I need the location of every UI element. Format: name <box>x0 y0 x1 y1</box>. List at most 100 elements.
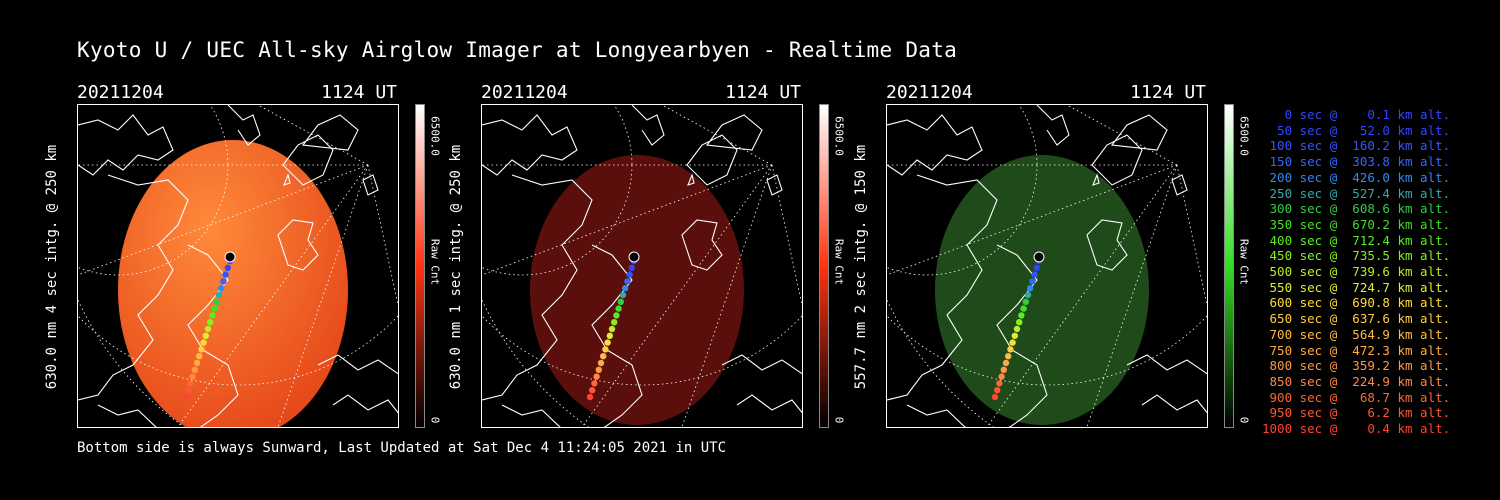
panel-ylabel: 630.0 nm 4 sec intg. @ 250 km <box>37 106 67 428</box>
colorbar-min-text: 0 <box>1237 416 1251 424</box>
trajectory-point <box>215 291 223 299</box>
coastline <box>736 394 802 414</box>
legend-row: 400 sec @ 712.4 km alt. <box>1262 232 1451 248</box>
trajectory-point <box>204 325 212 333</box>
panel-date: 20211204 <box>77 82 164 103</box>
coastline <box>887 114 983 176</box>
coastline <box>187 244 239 427</box>
longitude-line <box>367 164 398 306</box>
imager-panel-630nm-1s: 20211204 1124 UT 630.0 nm 1 sec intg. @ … <box>448 82 846 432</box>
coastline <box>721 354 802 375</box>
airglow-region <box>935 155 1149 425</box>
trajectory-point <box>200 339 207 346</box>
coastline <box>97 404 157 427</box>
panel-time: 1124 UT <box>1130 82 1206 103</box>
legend-row: 200 sec @ 426.0 km alt. <box>1262 169 1451 185</box>
coastline <box>282 134 334 186</box>
colorbar <box>819 104 829 428</box>
trajectory-point <box>222 271 229 278</box>
colorbar-min-text: 0 <box>428 416 442 424</box>
trajectory-point <box>996 380 1003 387</box>
legend-row: 300 sec @ 608.6 km alt. <box>1262 201 1451 217</box>
longitude-line <box>277 164 369 427</box>
trajectory-point <box>193 359 201 367</box>
panel-ylabel-text: 557.7 nm 2 sec intg. @ 150 km <box>853 144 869 390</box>
legend-row: 350 sec @ 670.2 km alt. <box>1262 216 1451 232</box>
coastline <box>705 114 763 151</box>
colorbar-min: 0 <box>832 412 846 428</box>
trajectory-legend: 0 sec @ 0.1 km alt. 50 sec @ 52.0 km alt… <box>1262 107 1451 437</box>
legend-row: 100 sec @ 160.2 km alt. <box>1262 138 1451 154</box>
legend-row: 700 sec @ 564.9 km alt. <box>1262 326 1451 342</box>
coastline <box>1126 354 1207 375</box>
coastline <box>317 354 398 375</box>
coastline <box>482 174 593 401</box>
coastline <box>1171 174 1188 196</box>
colorbar-unit: Raw Cnt <box>1237 232 1251 292</box>
trajectory-point <box>1011 332 1018 339</box>
trajectory-point <box>615 305 622 312</box>
trajectory-point <box>604 339 611 346</box>
coastline <box>681 219 723 271</box>
page-title: Kyoto U / UEC All-sky Airglow Imager at … <box>77 38 958 62</box>
airglow-region <box>530 155 744 425</box>
colorbar-unit: Raw Cnt <box>428 232 442 292</box>
trajectory-point <box>613 312 620 319</box>
trajectory-point <box>994 387 1001 394</box>
trajectory-point <box>619 291 627 299</box>
trajectory-point <box>611 319 618 326</box>
trajectory-point <box>218 285 225 292</box>
trajectory-point <box>1016 319 1023 326</box>
longitude-line <box>1086 164 1178 427</box>
coastline <box>1092 173 1100 186</box>
trajectory-point <box>1013 325 1021 333</box>
colorbar-max-text: 6500.0 <box>428 116 442 156</box>
panel-ylabel-text: 630.0 nm 1 sec intg. @ 250 km <box>448 144 464 390</box>
coastline <box>283 173 291 186</box>
allsky-image <box>886 104 1208 428</box>
legend-row: 950 sec @ 6.2 km alt. <box>1262 405 1451 421</box>
trajectory-point <box>209 312 216 319</box>
trajectory-point <box>1031 271 1038 278</box>
colorbar-max: 6500.0 <box>1237 106 1251 166</box>
airglow-region <box>118 140 348 427</box>
longitude-line <box>661 105 773 166</box>
coastline <box>482 114 578 176</box>
trajectory-point <box>600 353 607 360</box>
coastline <box>301 114 359 151</box>
launch-site-marker <box>224 251 236 263</box>
trajectory-point <box>1029 278 1036 285</box>
legend-row: 250 sec @ 527.4 km alt. <box>1262 185 1451 201</box>
legend-row: 1000 sec @ 0.4 km alt. <box>1262 421 1451 437</box>
allsky-image <box>77 104 399 428</box>
coastline <box>1110 114 1168 151</box>
trajectory-point <box>196 353 203 360</box>
trajectory-point <box>211 305 218 312</box>
panel-time: 1124 UT <box>321 82 397 103</box>
trajectory-point <box>1020 305 1027 312</box>
colorbar-unit: Raw Cnt <box>832 232 846 292</box>
trajectory-point <box>1024 291 1032 299</box>
legend-row: 450 sec @ 735.5 km alt. <box>1262 248 1451 264</box>
trajectory-point <box>595 366 602 373</box>
coastline <box>687 173 695 186</box>
legend-row: 800 sec @ 359.2 km alt. <box>1262 358 1451 374</box>
coastline <box>887 174 998 401</box>
legend-row: 0 sec @ 0.1 km alt. <box>1262 107 1451 122</box>
trajectory-point <box>606 332 613 339</box>
trajectory-point <box>626 271 633 278</box>
coastline <box>1091 134 1143 186</box>
trajectory-point <box>1002 359 1010 367</box>
allsky-map-svg <box>78 105 398 427</box>
legend-row: 900 sec @ 68.7 km alt. <box>1262 389 1451 405</box>
coastline <box>1036 105 1070 146</box>
coastline <box>996 244 1048 427</box>
trajectory-point <box>597 359 605 367</box>
colorbar-unit-text: Raw Cnt <box>428 238 442 286</box>
trajectory-point <box>189 373 196 380</box>
trajectory-point <box>220 278 227 285</box>
trajectory-point <box>202 332 209 339</box>
panel-ylabel: 557.7 nm 2 sec intg. @ 150 km <box>846 106 876 428</box>
panel-time: 1124 UT <box>725 82 801 103</box>
colorbar-max-text: 6500.0 <box>1237 116 1251 156</box>
